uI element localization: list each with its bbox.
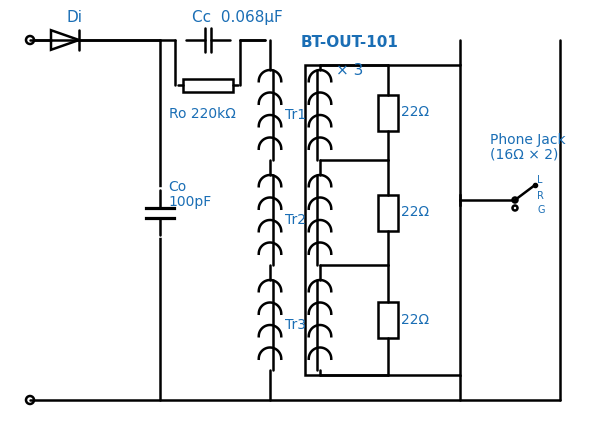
Text: (16Ω × 2): (16Ω × 2) [490, 148, 559, 162]
Text: R: R [537, 191, 544, 201]
Text: G: G [537, 205, 545, 215]
Text: Tr1: Tr1 [285, 108, 306, 122]
Text: BT-OUT-101: BT-OUT-101 [301, 35, 399, 50]
Text: 22Ω: 22Ω [401, 105, 428, 120]
Bar [305, 65, 460, 375]
Text: 22Ω: 22Ω [401, 313, 428, 327]
Text: Tr2: Tr2 [285, 213, 306, 227]
Text: 100pF: 100pF [168, 195, 211, 209]
Text: Ro 220kΩ: Ro 220kΩ [169, 107, 236, 121]
Text: Di: Di [67, 10, 83, 25]
Text: Cc  0.068μF: Cc 0.068μF [193, 10, 283, 25]
Text: 22Ω: 22Ω [401, 206, 428, 219]
Bar [377, 95, 398, 130]
Text: Tr3: Tr3 [285, 318, 306, 332]
Text: L: L [537, 175, 542, 185]
Bar [377, 302, 398, 338]
Text: × 3: × 3 [337, 63, 364, 78]
Text: Phone Jack: Phone Jack [490, 133, 566, 147]
Text: Co: Co [168, 180, 186, 194]
Bar [377, 194, 398, 230]
